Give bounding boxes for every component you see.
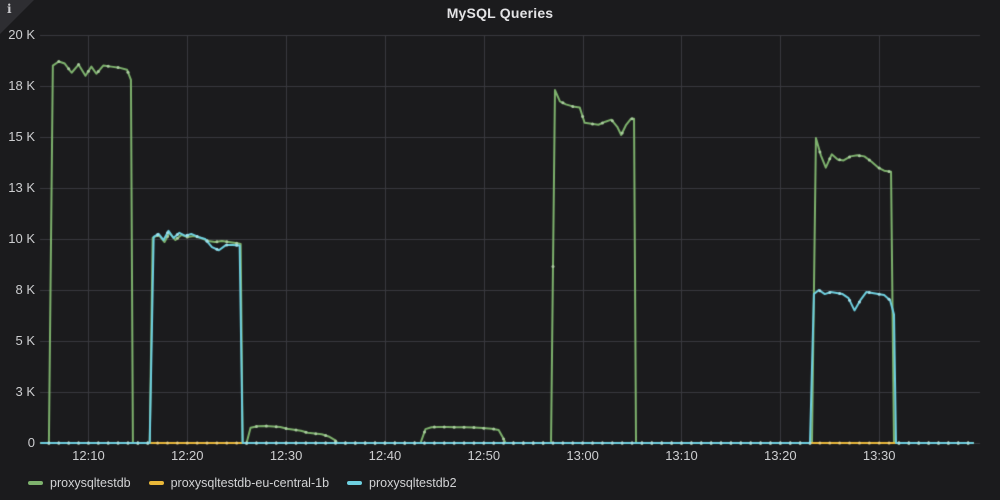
- info-icon[interactable]: i: [7, 2, 12, 16]
- x-tick-label: 13:10: [665, 448, 698, 463]
- legend-swatch-icon: [28, 481, 43, 485]
- legend-swatch-icon: [148, 481, 164, 485]
- x-tick-label: 13:00: [566, 448, 599, 463]
- y-tick-label: 13 K: [8, 180, 35, 195]
- y-tick-label: 8 K: [15, 282, 35, 297]
- y-tick-label: 0: [27, 435, 35, 450]
- legend-item-proxysqltestdb[interactable]: proxysqltestdb: [28, 476, 131, 490]
- legend-label: proxysqltestdb2: [369, 476, 457, 490]
- y-tick-label: 18 K: [8, 78, 35, 93]
- x-tick-label: 12:50: [467, 448, 501, 463]
- legend-label: proxysqltestdb-eu-central-1b: [170, 476, 330, 490]
- x-tick-label: 13:30: [862, 448, 896, 463]
- legend: proxysqltestdb proxysqltestdb-eu-central-…: [28, 476, 457, 490]
- x-tick-label: 12:30: [269, 448, 303, 463]
- y-tick-label: 3 K: [15, 384, 35, 399]
- x-tick-label: 12:20: [170, 448, 204, 463]
- legend-item-proxysqltestdb-eu-central-1b[interactable]: proxysqltestdb-eu-central-1b: [148, 476, 330, 490]
- legend-item-proxysqltestdb2[interactable]: proxysqltestdb2: [347, 476, 457, 490]
- panel-title[interactable]: MySQL Queries: [446, 5, 554, 21]
- x-tick-label: 12:40: [368, 448, 402, 463]
- y-tick-label: 15 K: [8, 129, 35, 144]
- x-tick-label: 13:20: [764, 448, 797, 463]
- legend-swatch-icon: [347, 481, 363, 485]
- y-tick-label: 5 K: [15, 333, 35, 348]
- x-tick-label: 12:10: [72, 448, 105, 463]
- y-tick-label: 10 K: [8, 231, 35, 246]
- legend-label: proxysqltestdb: [50, 476, 131, 490]
- info-corner-triangle: [0, 0, 34, 34]
